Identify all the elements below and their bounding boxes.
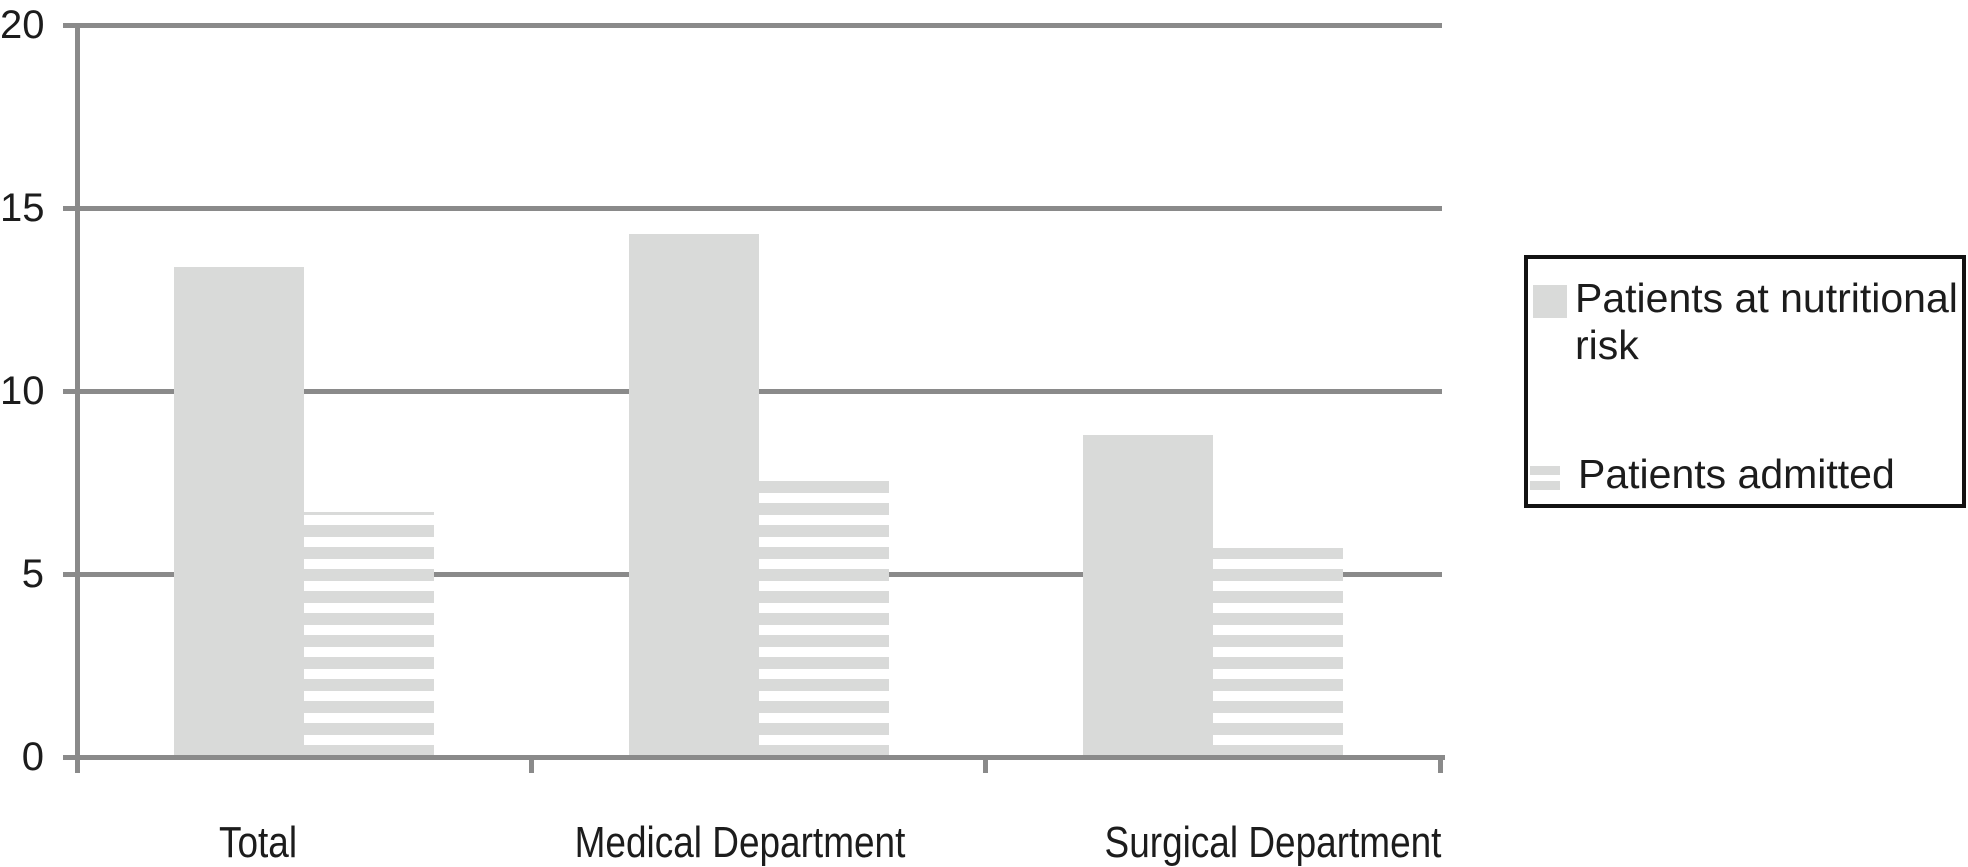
gridline-y-15 <box>63 205 1442 211</box>
plot-area <box>63 22 1445 773</box>
legend-label-patients-admitted: Patients admitted <box>1578 451 1895 497</box>
solid-bar-medical-department <box>628 233 759 757</box>
gridline-y-20 <box>63 22 1442 28</box>
category-label-surgical-department: Surgical Department <box>1104 818 1442 867</box>
solid-bar-surgical-department <box>1082 434 1213 757</box>
striped-bar-total <box>304 511 435 757</box>
solid-bar-total <box>174 266 305 757</box>
category-label-medical-department: Medical Department <box>574 818 906 867</box>
x-axis-tick-2 <box>983 757 989 773</box>
x-axis-line <box>63 754 1445 760</box>
legend-box: Patients at nutritional risk Patients ad… <box>1524 255 1966 508</box>
y-tick-label-0: 0 <box>21 735 44 779</box>
y-tick-label-5: 5 <box>21 552 44 596</box>
legend-swatch-solid-icon <box>1533 285 1567 318</box>
x-axis-tick-3 <box>1437 757 1443 773</box>
striped-bar-surgical-department <box>1212 548 1343 757</box>
y-axis-line <box>75 25 80 773</box>
y-tick-label-20: 20 <box>0 3 45 47</box>
y-tick-label-10: 10 <box>0 369 45 413</box>
y-tick-label-15: 15 <box>0 186 45 230</box>
legend-label-patients-at-nutritional-risk: Patients at nutritional risk <box>1575 275 1958 368</box>
legend-swatch-striped-icon <box>1530 466 1560 490</box>
x-axis-tick-1 <box>528 757 534 773</box>
category-label-total: Total <box>218 818 298 867</box>
striped-bar-medical-department <box>758 478 889 757</box>
